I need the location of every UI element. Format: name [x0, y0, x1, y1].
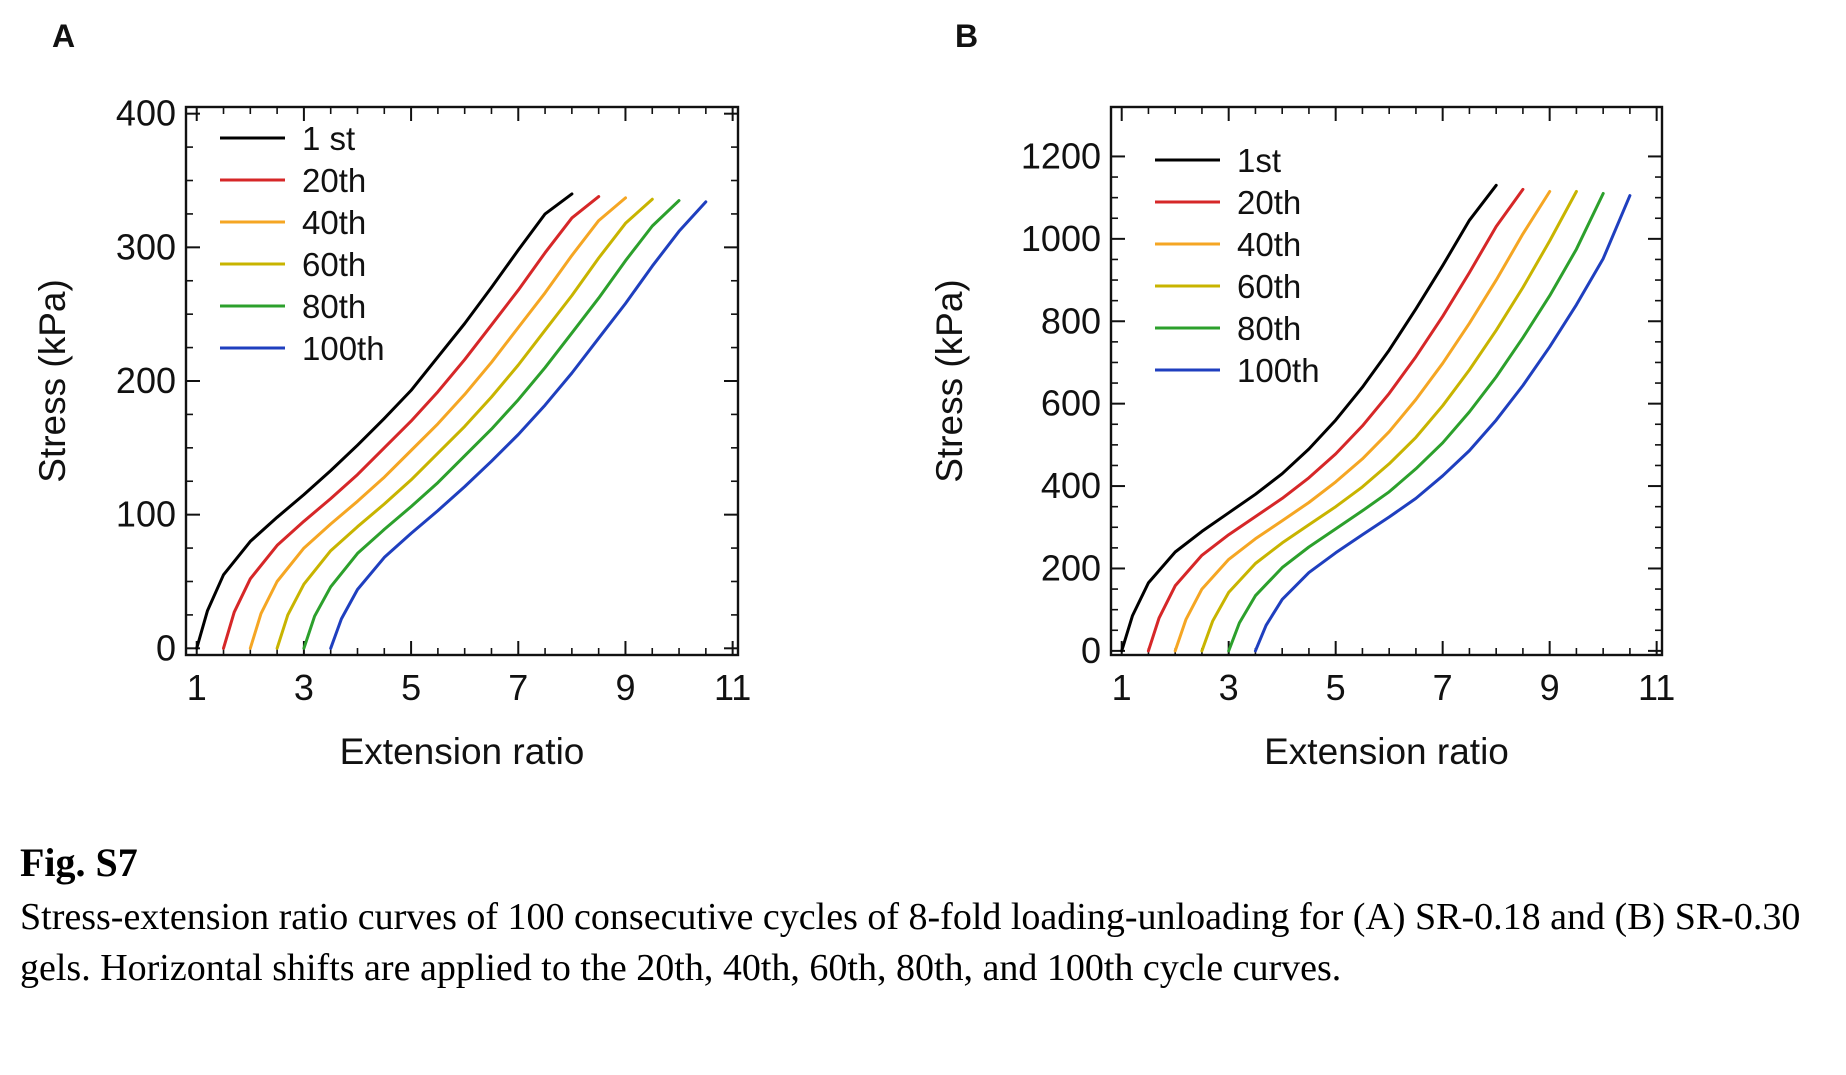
- y-tick-label: 200: [1041, 547, 1101, 588]
- y-tick-label: 1000: [1021, 218, 1101, 259]
- x-tick-label: 9: [615, 667, 635, 708]
- panel-letter: A: [52, 18, 75, 54]
- x-tick-label: 11: [1638, 667, 1675, 708]
- y-tick-label: 0: [156, 627, 176, 668]
- y-tick-label: 600: [1041, 383, 1101, 424]
- legend-label: 100th: [302, 330, 385, 367]
- x-axis-label: Extension ratio: [340, 731, 585, 772]
- y-tick-label: 400: [1041, 465, 1101, 506]
- panel-letter: B: [955, 18, 978, 54]
- series-line: [329, 200, 708, 650]
- series-line: [1227, 192, 1605, 653]
- y-tick-label: 100: [116, 494, 176, 535]
- series-line: [248, 196, 627, 650]
- figure-caption-text: Stress-extension ratio curves of 100 con…: [20, 896, 1801, 989]
- legend-label: 80th: [1237, 310, 1301, 347]
- series-line: [275, 197, 654, 650]
- plot-frame: [1109, 105, 1664, 657]
- legend-label: 1st: [1237, 142, 1281, 179]
- x-tick-label: 5: [1326, 667, 1346, 708]
- x-tick-label: 7: [1433, 667, 1453, 708]
- series-line: [302, 199, 681, 650]
- x-axis-label: Extension ratio: [1264, 731, 1509, 772]
- legend-label: 40th: [302, 204, 366, 241]
- x-tick-label: 5: [401, 667, 421, 708]
- x-tick-label: 1: [187, 667, 207, 708]
- y-tick-label: 300: [116, 226, 176, 267]
- y-tick-label: 400: [116, 93, 176, 134]
- plot-frame: [184, 105, 740, 657]
- series-line: [1120, 183, 1498, 653]
- legend-label: 1 st: [302, 120, 355, 157]
- chart-panel-a: A 1 3 5 7 9 11 0 100 200 300 400 Extension ratio Stre…: [32, 18, 751, 772]
- figure-caption: Fig. S7 Stress-extension ratio curves of…: [20, 838, 1835, 994]
- x-tick-label: 1: [1112, 667, 1132, 708]
- legend-label: 80th: [302, 288, 366, 325]
- legend-label: 60th: [1237, 268, 1301, 305]
- chart-panel-b: B 1 3 5 7 9 11 0 200 400 600 800 1000 1200 Extension r…: [929, 18, 1675, 772]
- series-line: [1146, 187, 1525, 653]
- series-line: [222, 195, 601, 650]
- y-tick-label: 0: [1081, 630, 1101, 671]
- legend-label: 60th: [302, 246, 366, 283]
- y-tick-label: 800: [1041, 300, 1101, 341]
- x-tick-label: 3: [1219, 667, 1239, 708]
- y-axis-label: Stress (kPa): [929, 279, 970, 483]
- x-tick-label: 11: [714, 667, 751, 708]
- series-line: [1200, 190, 1578, 653]
- y-tick-label: 200: [116, 360, 176, 401]
- series-line: [1253, 194, 1632, 653]
- x-tick-label: 7: [508, 667, 528, 708]
- figure-label: Fig. S7: [20, 840, 138, 885]
- x-tick-label: 3: [294, 667, 314, 708]
- legend-label: 20th: [302, 162, 366, 199]
- figure-s7-charts: A 1 3 5 7 9 11 0 100 200 300 400 Extension ratio Stre…: [32, 18, 1675, 772]
- legend-label: 20th: [1237, 184, 1301, 221]
- y-tick-label: 1200: [1021, 135, 1101, 176]
- y-axis-label: Stress (kPa): [32, 279, 73, 483]
- series-line: [195, 192, 574, 650]
- series-line: [1173, 190, 1552, 653]
- x-tick-label: 9: [1540, 667, 1560, 708]
- legend-label: 100th: [1237, 352, 1320, 389]
- legend-label: 40th: [1237, 226, 1301, 263]
